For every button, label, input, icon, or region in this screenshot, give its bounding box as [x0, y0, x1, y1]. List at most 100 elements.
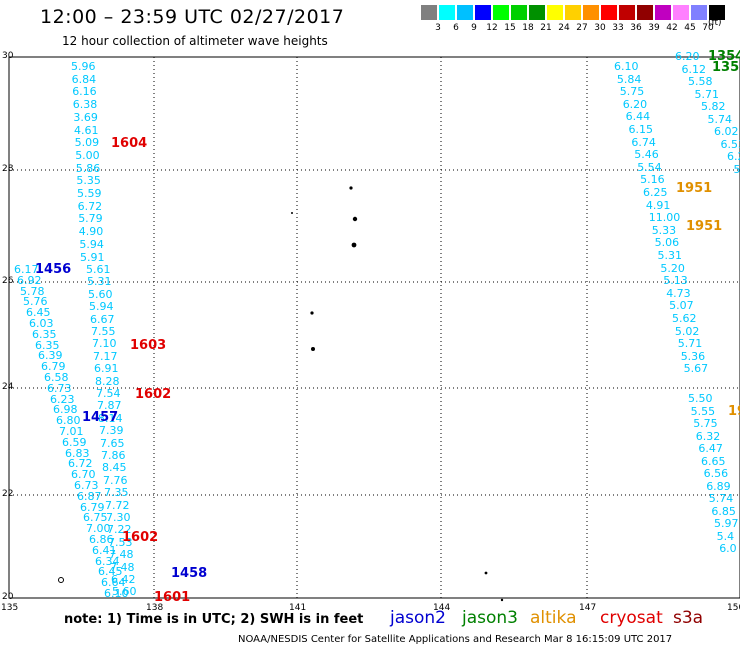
- pass-number: 1604: [111, 136, 148, 151]
- island: [351, 242, 357, 248]
- color-swatch: [637, 5, 653, 20]
- wave-height-value: 6.72: [68, 457, 93, 471]
- island: [484, 571, 488, 575]
- wave-height-value: 5.62: [672, 312, 697, 325]
- color-scale-label: 12: [486, 23, 498, 33]
- wave-height-value: 6.67: [90, 312, 115, 326]
- color-swatch: [439, 5, 455, 20]
- color-swatch: [655, 5, 671, 20]
- pass-number: 1354: [708, 49, 740, 64]
- wave-height-value: 6.83: [65, 446, 90, 460]
- wave-height-value: 7.10: [92, 337, 117, 351]
- wave-height-value: 6.53: [720, 137, 740, 151]
- color-swatch: [673, 5, 689, 20]
- wave-height-value: 5.60: [88, 287, 113, 301]
- wave-height-value: 7.00: [86, 522, 111, 536]
- wave-height-value: 6.02: [714, 125, 739, 138]
- wave-height-value: 5.75: [619, 85, 645, 99]
- wave-height-value: 7.55: [91, 325, 116, 338]
- map-title: 12:00 – 23:59 UTC 02/27/2017: [40, 6, 345, 28]
- wave-height-value: 7.48: [110, 560, 135, 574]
- wave-height-value: 5.4: [716, 529, 735, 543]
- color-scale-label: 39: [648, 23, 660, 33]
- wave-height-value: 7.48: [109, 548, 134, 562]
- color-swatch: [493, 5, 509, 20]
- pass-number: 1603: [130, 338, 167, 353]
- wave-height-value: 5.31: [657, 249, 683, 262]
- wave-height-value: 5.74: [707, 112, 733, 126]
- wave-height-value: 6.73: [74, 479, 99, 492]
- latitude-label: 26: [2, 276, 14, 286]
- wave-height-value: 5.55: [690, 404, 716, 418]
- wave-height-value: 4.91: [645, 198, 671, 212]
- wave-height-value: 5.78: [20, 284, 45, 298]
- wave-height-value: 5.00: [75, 148, 100, 162]
- color-scale-label: 33: [612, 23, 624, 33]
- wave-height-value: 5.71: [677, 337, 703, 351]
- wave-height-value: 5.76: [23, 295, 48, 309]
- wave-height-value: 5.86: [75, 161, 101, 175]
- color-swatch: [619, 5, 635, 20]
- map-subtitle: 12 hour collection of altimeter wave hei…: [62, 34, 328, 48]
- wave-height-value: 5.36: [680, 349, 706, 363]
- wave-height-value: 6.79: [80, 500, 105, 514]
- wave-height-value: 6.22: [727, 150, 740, 163]
- wave-height-value: 5.16: [640, 173, 665, 187]
- wave-height-value: 6.98: [53, 403, 78, 417]
- color-scale-label: 3: [435, 23, 441, 33]
- color-swatch: [565, 5, 581, 20]
- wave-height-value: 6.80: [56, 414, 81, 428]
- pass-number: 1601: [154, 590, 191, 605]
- color-swatch: [709, 5, 725, 20]
- wave-height-value: 6.86: [89, 533, 114, 546]
- wave-height-value: 6.84: [71, 72, 97, 86]
- longitude-label: 144: [433, 603, 451, 613]
- color-scale-label: 18: [522, 23, 534, 33]
- longitude-label: 150: [727, 603, 740, 613]
- wave-height-value: 5.84: [616, 72, 642, 86]
- latitude-label: 28: [2, 164, 14, 174]
- wave-height-value: 6.72: [77, 199, 103, 213]
- wave-height-value: 4.61: [74, 123, 99, 137]
- wave-height-value: 5.94: [89, 300, 114, 314]
- latitude-label: 22: [2, 489, 14, 499]
- satellite-legend-jason2: jason2: [390, 608, 446, 628]
- wave-height-value: 5.13: [663, 274, 688, 288]
- color-swatch: [457, 5, 473, 20]
- wave-height-value: 6.91: [94, 362, 119, 376]
- longitude-label: 138: [146, 603, 164, 613]
- wave-height-value: 5.02: [674, 324, 700, 338]
- color-swatch: [601, 5, 617, 20]
- pass-number: 1457: [82, 410, 119, 425]
- color-scale-label: 42: [666, 23, 678, 33]
- pass-number: 1456: [35, 262, 72, 277]
- color-scale-label: 70: [702, 23, 714, 33]
- wave-height-value: 7.35: [104, 486, 129, 500]
- wave-height-value: 5.71: [694, 87, 720, 101]
- wave-height-value: 5.35: [76, 174, 101, 188]
- wave-height-value: 7.86: [101, 449, 126, 462]
- color-swatch: [583, 5, 599, 20]
- wave-height-value: 5.67: [733, 162, 740, 176]
- wave-height-value: 6.20: [622, 97, 648, 111]
- wave-height-value: 6.10: [614, 60, 639, 73]
- wave-height-value: 5.31: [87, 275, 112, 289]
- pass-number: 1951: [686, 219, 723, 234]
- wave-height-value: 6.79: [41, 360, 66, 374]
- units-note: note: 1) Time is in UTC; 2) SWH is in fe…: [64, 612, 364, 627]
- wave-height-value: 5.91: [80, 250, 105, 264]
- wave-height-value: 6.56: [703, 467, 729, 480]
- wave-height-value: 5.20: [660, 261, 685, 275]
- wave-height-value: 6.44: [625, 110, 651, 124]
- latitude-label: 24: [2, 382, 14, 392]
- wave-height-value: 6.35: [35, 338, 60, 352]
- wave-height-value: 6.65: [701, 454, 726, 468]
- wave-height-value: 6.74: [631, 135, 656, 149]
- wave-height-value: 7.72: [105, 498, 130, 512]
- pass-number: 1951: [676, 181, 713, 196]
- island: [349, 186, 353, 190]
- wave-height-value: 7.53: [108, 535, 133, 549]
- satellite-legend-cryosat: cryosat: [600, 608, 663, 628]
- island: [500, 598, 504, 602]
- wave-height-value: 6.35: [32, 327, 57, 341]
